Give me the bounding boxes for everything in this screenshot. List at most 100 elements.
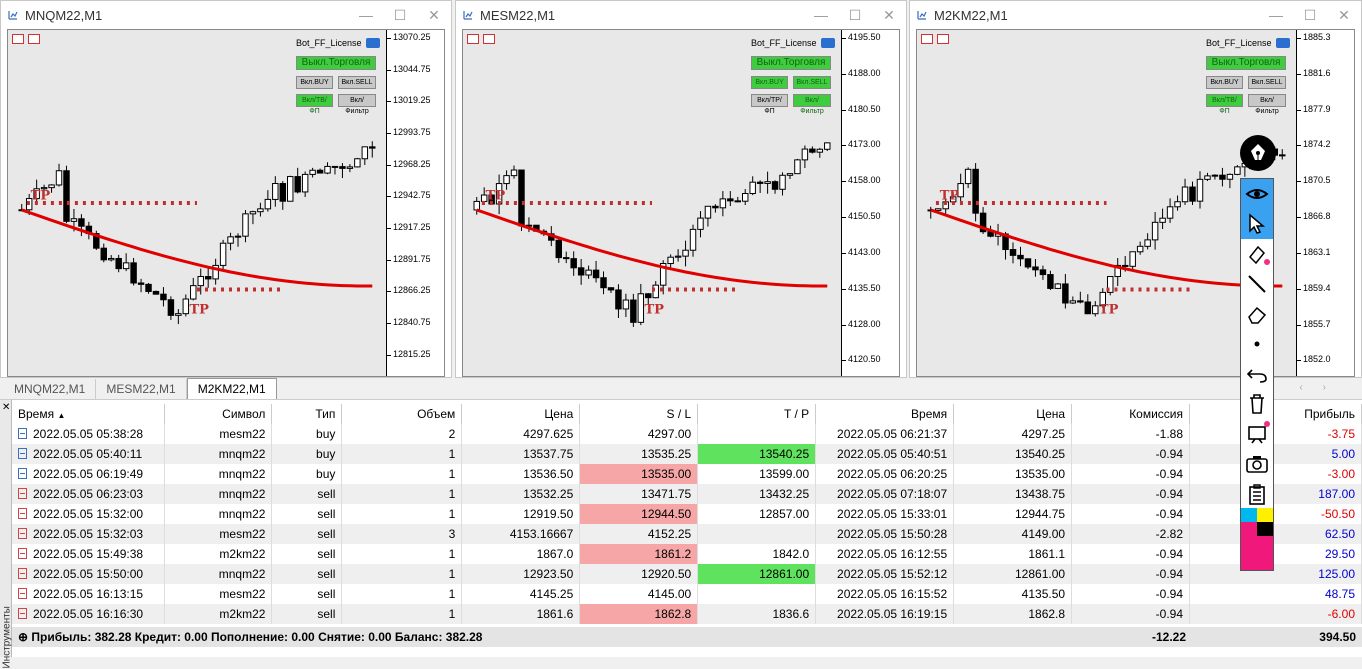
- option-button-a[interactable]: Вкл/ТВ/ФП: [1206, 94, 1243, 115]
- sell-button[interactable]: Вкл.SELL: [793, 76, 831, 89]
- table-row[interactable]: 2022.05.05 15:49:38 m2km22 sell 1 1867.0 1861…: [12, 544, 1362, 564]
- cell-commission: -0.94: [1071, 444, 1191, 464]
- price-chart[interactable]: TP TP: [463, 30, 841, 376]
- col-symbol[interactable]: Символ: [164, 404, 273, 424]
- buy-button[interactable]: Вкл.BUY: [1206, 76, 1243, 89]
- minimize-icon[interactable]: —: [814, 7, 828, 23]
- table-row[interactable]: 2022.05.05 15:32:03 mesm22 sell 3 4153.16667…: [12, 524, 1362, 544]
- minimize-icon[interactable]: —: [359, 7, 373, 23]
- candle: [689, 228, 697, 251]
- filter-button[interactable]: Вкл/Фильтр: [793, 94, 831, 115]
- bot-title: Bot_FF_License: [1206, 38, 1290, 48]
- trade-toggle-button[interactable]: Выкл.Торговля: [296, 56, 376, 70]
- chart-canvas[interactable]: TP TP 13070.25 13044.75 13019.25 12993.75 1296…: [7, 29, 445, 377]
- maximize-icon[interactable]: ☐: [393, 7, 407, 23]
- chart-window-m2k[interactable]: M2KM22,M1 — ☐ ✕ TP TP 1885.3 1881.6 1877.9 1874…: [909, 0, 1362, 378]
- list-icon[interactable]: [467, 34, 479, 44]
- price-axis[interactable]: 13070.25 13044.75 13019.25 12993.75 12968.25…: [386, 30, 444, 376]
- camera-icon[interactable]: [1241, 449, 1273, 479]
- sell-order-icon: [18, 608, 27, 619]
- indicator-icons[interactable]: [467, 34, 495, 44]
- tab-mes[interactable]: MESM22,M1: [96, 379, 187, 399]
- list-icon[interactable]: [12, 34, 24, 44]
- chart-canvas[interactable]: TP TP 4195.50 4188.00 4180.50 4173.00 4158.00 4…: [462, 29, 900, 377]
- option-button-a[interactable]: Вкл/ТР/ФП: [751, 94, 788, 115]
- table-row[interactable]: 2022.05.05 05:38:28 mesm22 buy 2 4297.625 429…: [12, 424, 1362, 444]
- cursor-icon[interactable]: [1241, 209, 1273, 239]
- candle: [1219, 174, 1226, 180]
- eye-icon[interactable]: [1241, 179, 1273, 209]
- table-row[interactable]: 2022.05.05 15:32:00 mnqm22 sell 1 12919.50 12…: [12, 504, 1362, 524]
- option-button-a[interactable]: Вкл/ТВ/ФП: [296, 94, 333, 115]
- col-commission[interactable]: Комиссия: [1071, 404, 1191, 424]
- sell-button[interactable]: Вкл.SELL: [1248, 76, 1286, 89]
- list-icon[interactable]: [937, 34, 949, 44]
- trash-icon[interactable]: [1241, 389, 1273, 419]
- candle: [1159, 217, 1166, 223]
- table-row[interactable]: 2022.05.05 06:23:03 mnqm22 sell 1 13532.25 13…: [12, 484, 1362, 504]
- buy-button[interactable]: Вкл.BUY: [296, 76, 333, 89]
- maximize-icon[interactable]: ☐: [1303, 7, 1317, 23]
- close-icon[interactable]: ✕: [1338, 7, 1350, 23]
- candle: [682, 249, 689, 257]
- marker-icon[interactable]: [1241, 239, 1273, 269]
- eraser-icon[interactable]: [1241, 299, 1273, 329]
- clipboard-icon[interactable]: [1241, 479, 1273, 509]
- price-axis[interactable]: 4195.50 4188.00 4180.50 4173.00 4158.00 4150.…: [841, 30, 899, 376]
- table-row[interactable]: 2022.05.05 15:50:00 mnqm22 sell 1 12923.50 12…: [12, 564, 1362, 584]
- close-icon[interactable]: ✕: [883, 7, 895, 23]
- chart-icon: [463, 11, 473, 20]
- chart-window-mes[interactable]: MESM22,M1 — ☐ ✕ TP TP 4195.50 4188.00 4180.50 4…: [455, 0, 907, 378]
- pen-icon[interactable]: [1240, 135, 1276, 171]
- col-price[interactable]: Цена: [461, 404, 581, 424]
- list-icon[interactable]: [28, 34, 40, 44]
- palette-icon[interactable]: [1241, 508, 1273, 570]
- dot-icon[interactable]: [1241, 329, 1273, 359]
- tab-m2k[interactable]: M2KM22,M1: [186, 378, 277, 399]
- cell-tp: 12861.00: [697, 564, 817, 584]
- table-row[interactable]: 2022.05.05 06:19:49 mnqm22 buy 1 13536.50 135…: [12, 464, 1362, 484]
- list-icon[interactable]: [483, 34, 495, 44]
- candle: [369, 146, 376, 149]
- list-icon[interactable]: [921, 34, 933, 44]
- trade-toggle-button[interactable]: Выкл.Торговля: [1206, 56, 1286, 70]
- col-volume[interactable]: Объем: [341, 404, 463, 424]
- chart-window-mnq[interactable]: MNQM22,M1 — ☐ ✕ TP TP 13070.25 13044.75 13019.…: [0, 0, 452, 378]
- col-tp[interactable]: T / P: [697, 404, 817, 424]
- buy-button[interactable]: Вкл.BUY: [751, 76, 788, 89]
- price-chart[interactable]: TP TP: [8, 30, 386, 376]
- maximize-icon[interactable]: ☐: [848, 7, 862, 23]
- table-row[interactable]: 2022.05.05 16:13:15 mesm22 sell 1 4145.25 414…: [12, 584, 1362, 604]
- filter-button[interactable]: Вкл/Фильтр: [338, 94, 376, 115]
- line-icon[interactable]: [1241, 269, 1273, 299]
- minimize-icon[interactable]: —: [1269, 7, 1283, 23]
- close-icon[interactable]: ✕: [428, 7, 440, 23]
- candle: [279, 183, 286, 202]
- col-profit[interactable]: Прибыль: [1189, 404, 1362, 424]
- indicator-icons[interactable]: [921, 34, 949, 44]
- tab-scroll-arrows[interactable]: ‹›: [1299, 382, 1346, 393]
- summary-commission: -12.22: [1152, 630, 1187, 644]
- undo-icon[interactable]: [1241, 359, 1273, 389]
- board-icon[interactable]: [1241, 419, 1273, 449]
- col-type[interactable]: Тип: [271, 404, 343, 424]
- tab-mnq[interactable]: MNQM22,M1: [4, 379, 97, 399]
- trade-toggle-button[interactable]: Выкл.Торговля: [751, 56, 831, 70]
- table-row[interactable]: 2022.05.05 05:40:11 mnqm22 buy 1 13537.75 135…: [12, 444, 1362, 464]
- price-axis[interactable]: 1885.3 1881.6 1877.9 1874.2 1870.5 1866.8 1863…: [1296, 30, 1354, 376]
- candle: [1196, 178, 1204, 202]
- candle: [1114, 264, 1121, 278]
- candle: [1189, 186, 1196, 202]
- close-icon[interactable]: ✕: [2, 402, 11, 413]
- sell-button[interactable]: Вкл.SELL: [338, 76, 376, 89]
- col-close-time[interactable]: Время: [815, 404, 955, 424]
- chart-canvas[interactable]: TP TP 1885.3 1881.6 1877.9 1874.2 1870.5 1866.8…: [916, 29, 1355, 377]
- filter-button[interactable]: Вкл/Фильтр: [1248, 94, 1286, 115]
- price-tick: 4128.00: [842, 318, 881, 329]
- col-close-price[interactable]: Цена: [953, 404, 1073, 424]
- table-row[interactable]: 2022.05.05 16:16:30 m2km22 sell 1 1861.6 1862…: [12, 604, 1362, 624]
- indicator-icons[interactable]: [12, 34, 40, 44]
- col-sl[interactable]: S / L: [579, 404, 699, 424]
- col-time[interactable]: Время ▲: [12, 404, 166, 424]
- price-tick: 4143.00: [842, 246, 881, 257]
